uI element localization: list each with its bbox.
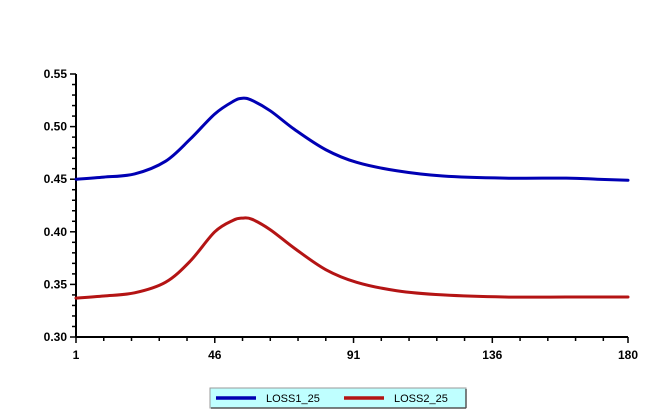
legend-label: LOSS1_25 [266, 393, 320, 405]
x-tick-label: 91 [347, 348, 361, 362]
x-tick-label: 46 [208, 348, 222, 362]
series-line-loss2-25 [74, 216, 630, 300]
y-tick-label: 0.40 [44, 225, 68, 239]
y-tick-label: 0.55 [44, 67, 68, 81]
series-layer [74, 96, 630, 300]
y-tick-label: 0.35 [44, 277, 68, 291]
series-line-loss1-25 [74, 96, 630, 182]
y-axis-ticks: 0.30 0.35 0.40 0.45 0.50 0.55 [44, 67, 76, 344]
legend-label: LOSS2_25 [394, 393, 448, 405]
x-tick-label: 180 [618, 348, 638, 362]
chart-axes [75, 74, 628, 338]
y-tick-label: 0.30 [44, 330, 68, 344]
x-axis-ticks: 1 46 91 136 180 [73, 337, 638, 362]
chart-legend: LOSS1_25 LOSS2_25 [209, 387, 467, 409]
y-tick-label: 0.45 [44, 172, 68, 186]
x-tick-label: 136 [482, 348, 502, 362]
y-tick-label: 0.50 [44, 120, 68, 134]
x-tick-label: 1 [73, 348, 80, 362]
